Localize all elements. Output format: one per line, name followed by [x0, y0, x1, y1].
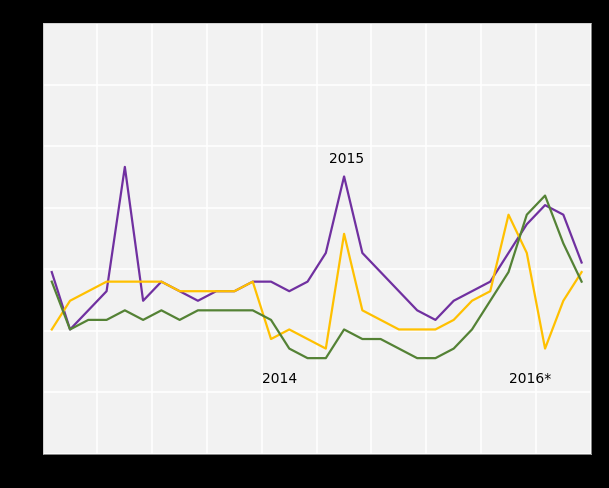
Text: 2014: 2014	[262, 371, 297, 385]
Text: 2015: 2015	[329, 152, 365, 166]
Text: 2016*: 2016*	[509, 371, 551, 385]
